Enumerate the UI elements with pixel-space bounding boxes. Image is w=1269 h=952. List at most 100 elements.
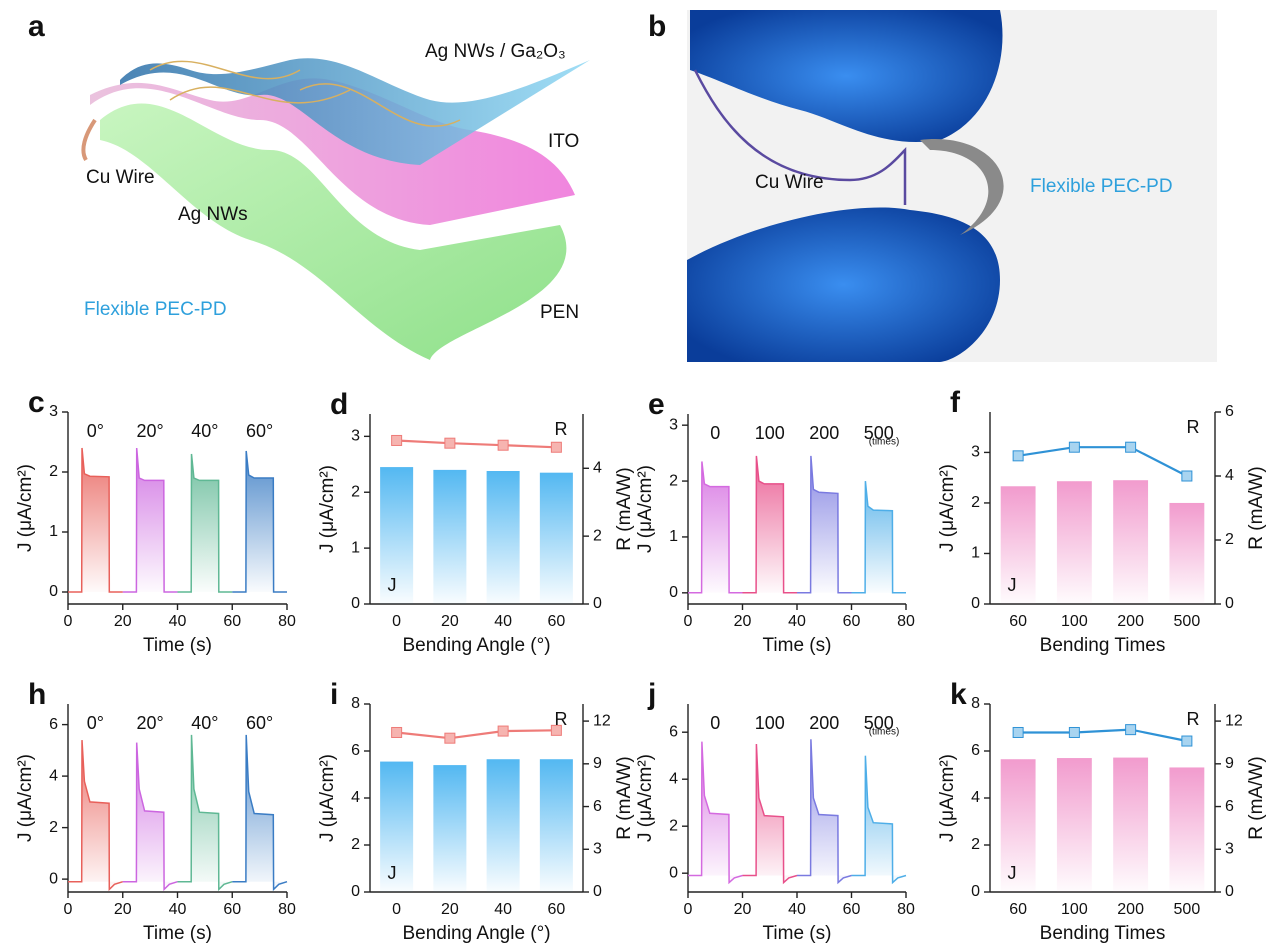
y-tick-label: 6	[351, 742, 360, 759]
cu-wire	[81, 118, 97, 162]
x-tick-label: 0	[392, 901, 401, 918]
y2-axis-label: R (mA/W)	[1246, 756, 1267, 839]
panel-letter: k	[950, 678, 967, 711]
panel-letter: f	[950, 386, 961, 419]
y-tick-label: 2	[669, 817, 678, 834]
y-tick-label: 2	[351, 483, 360, 500]
x-tick-label: 20	[441, 901, 459, 918]
y-axis-label: J (μA/cm²)	[635, 754, 656, 842]
label: Ag NWs / Ga₂O₃	[425, 41, 566, 62]
y-tick-label: 0	[351, 595, 360, 612]
j-bar	[1000, 759, 1036, 892]
trace-label: 0°	[87, 713, 104, 733]
panel-letter: h	[28, 678, 46, 711]
x-tick-label: 80	[897, 613, 915, 630]
r-line	[396, 439, 557, 449]
current-trace	[177, 734, 233, 892]
j-bar	[539, 472, 573, 604]
y-tick-label: 0	[49, 583, 58, 600]
current-trace	[122, 447, 178, 593]
series-label: J	[1008, 575, 1017, 595]
x-axis-label: Bending Angle (°)	[402, 923, 550, 944]
y2-axis-label: R (mA/W)	[1246, 466, 1267, 549]
label: Flexible PEC-PD	[1030, 176, 1173, 197]
x-tick-label: 80	[278, 901, 296, 918]
y-tick-label: 0	[971, 595, 980, 612]
y2-tick-label: 4	[593, 460, 602, 477]
current-trace	[742, 455, 797, 594]
trace-label: 60°	[246, 421, 273, 441]
y-tick-label: 4	[49, 767, 58, 784]
y-tick-label: 1	[351, 539, 360, 556]
trace-label: 200	[809, 713, 839, 733]
y-tick-label: 4	[971, 789, 980, 806]
pen-layer	[100, 103, 567, 360]
y-tick-label: 0	[49, 870, 58, 887]
x-tick-label: 0	[392, 613, 401, 630]
j-bar	[433, 469, 467, 604]
y-tick-label: 6	[49, 716, 58, 733]
y-tick-label: 4	[669, 770, 678, 787]
y-tick-label: 2	[49, 819, 58, 836]
y2-tick-label: 0	[593, 595, 602, 612]
current-trace	[122, 742, 178, 892]
y-tick-label: 2	[971, 836, 980, 853]
y-axis-label: J (μA/cm²)	[15, 754, 36, 842]
nanowires	[149, 60, 461, 127]
y-tick-label: 2	[49, 463, 58, 480]
current-trace	[232, 734, 288, 892]
trace-label: 60°	[246, 713, 273, 733]
y-tick-label: 1	[49, 523, 58, 540]
x-tick-label: 20	[441, 613, 459, 630]
r-marker	[391, 726, 403, 738]
x-tick-label: 60	[223, 901, 241, 918]
y2-tick-label: 12	[1225, 712, 1243, 729]
x-tick-label: 0	[64, 901, 73, 918]
trace-label: 500	[864, 423, 894, 443]
label: PEN	[540, 302, 579, 323]
j-bar	[1000, 486, 1036, 604]
r-marker	[1181, 735, 1193, 747]
y-tick-label: 3	[351, 428, 360, 445]
current-trace	[797, 739, 852, 885]
y-tick-label: 0	[351, 883, 360, 900]
current-trace	[177, 453, 233, 593]
panel-letter: i	[330, 678, 338, 711]
y2-tick-label: 9	[1225, 755, 1234, 772]
y-tick-label: 0	[669, 584, 678, 601]
j-bar	[1113, 757, 1149, 892]
x-tick-label: 60	[1009, 901, 1027, 918]
x-tick-label: 40	[494, 901, 512, 918]
y2-axis-label: R (mA/W)	[614, 467, 635, 550]
y-tick-label: 2	[669, 472, 678, 489]
y2-tick-label: 9	[593, 755, 602, 772]
x-tick-label: 40	[788, 901, 806, 918]
y2-tick-label: 6	[593, 798, 602, 815]
series-label: R	[1187, 709, 1200, 729]
series-label: R	[555, 419, 568, 439]
y-tick-label: 3	[49, 403, 58, 420]
trace-label: 0	[710, 423, 720, 443]
y-axis-label: J (μA/cm²)	[937, 464, 958, 552]
r-marker	[391, 434, 403, 446]
trace-label: 40°	[191, 421, 218, 441]
x-tick-label: 0	[684, 613, 693, 630]
y-tick-label: 3	[669, 416, 678, 433]
r-marker	[1068, 441, 1080, 453]
y2-tick-label: 4	[1225, 467, 1234, 484]
x-tick-label: 60	[547, 901, 565, 918]
current-trace	[851, 755, 907, 885]
x-axis-label: Bending Times	[1040, 923, 1166, 944]
current-trace	[68, 740, 124, 892]
y-tick-label: 0	[669, 864, 678, 881]
r-marker	[497, 439, 509, 451]
r-marker	[1125, 441, 1137, 453]
x-tick-label: 60	[547, 613, 565, 630]
label: Cu Wire	[755, 172, 824, 193]
panel-letter: j	[647, 678, 656, 711]
note: (times)	[869, 437, 900, 448]
x-tick-label: 40	[169, 901, 187, 918]
note: (times)	[869, 727, 900, 738]
